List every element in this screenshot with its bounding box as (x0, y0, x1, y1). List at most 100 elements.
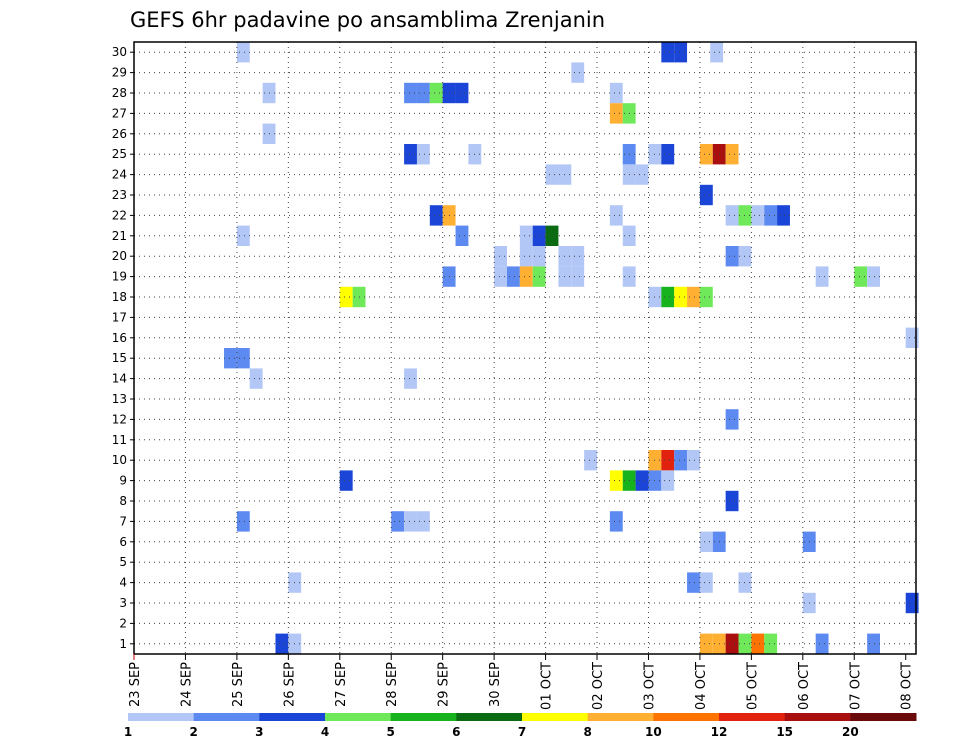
heatmap-cell (815, 633, 829, 654)
x-tick-label: 24 SEP (179, 662, 194, 707)
heatmap-cell (699, 144, 713, 165)
heatmap-cell (236, 42, 250, 63)
heatmap-cell (687, 572, 700, 593)
heatmap-cell (661, 144, 675, 165)
heatmap-cell (519, 225, 533, 246)
y-tick-label: 9 (119, 474, 127, 488)
heatmap-cell (404, 82, 417, 104)
legend-label: 1 (124, 725, 132, 739)
legend-swatch (259, 713, 326, 721)
x-tick-label: 23 SEP (128, 662, 143, 707)
x-tick-label: 28 SEP (385, 662, 400, 707)
y-tick-label: 6 (119, 535, 127, 549)
heatmap-cell (404, 368, 417, 389)
heatmap-cell (674, 450, 688, 471)
heatmap-cell (571, 266, 585, 287)
heatmap-cell (494, 266, 507, 287)
heatmap-cell (519, 246, 533, 267)
y-tick-label: 14 (112, 372, 127, 386)
legend-label: 2 (189, 725, 197, 739)
legend-swatch (522, 713, 589, 721)
x-tick-label: 05 OCT (745, 662, 760, 710)
heatmap-cell (751, 205, 765, 226)
y-tick-label: 30 (112, 45, 127, 59)
legend-swatch (653, 713, 720, 721)
color-legend: 1 2 3 4 5 6 7 8 10 12 15 20 (124, 713, 917, 739)
y-tick-label: 3 (119, 596, 127, 610)
heatmap-cell (815, 266, 829, 287)
x-tick-label: 04 OCT (694, 662, 709, 710)
heatmap-cell (699, 184, 713, 206)
y-tick-label: 7 (119, 514, 127, 528)
legend-swatch (587, 713, 654, 721)
heatmap-cell (609, 103, 623, 124)
heatmap-cell (635, 164, 649, 185)
heatmap-cell (391, 511, 405, 532)
heatmap-cell (609, 205, 623, 226)
heatmap-cell (687, 286, 700, 308)
heatmap-cell (339, 470, 353, 491)
heatmap-cell (404, 511, 417, 532)
y-tick-label: 18 (112, 290, 127, 304)
heatmap-cell (416, 82, 430, 104)
heatmap-cell (429, 205, 443, 226)
legend-label: 8 (583, 725, 591, 739)
heatmap-cell (609, 470, 623, 491)
legend-swatch (390, 713, 457, 721)
y-tick-label: 10 (112, 453, 127, 467)
x-tick-label: 03 OCT (642, 662, 657, 710)
legend-swatch (325, 713, 392, 721)
heatmap-cell (339, 286, 353, 308)
y-tick-label: 2 (119, 616, 127, 630)
x-tick-label: 27 SEP (334, 662, 349, 707)
heatmap-cell (429, 82, 443, 104)
heatmap-cell (661, 42, 675, 63)
heatmap-cell (275, 633, 289, 654)
heatmap-cell (699, 633, 713, 654)
heatmap-cell (519, 266, 533, 287)
y-tick-label: 27 (112, 106, 127, 120)
plot-frame (133, 41, 917, 655)
heatmap-cell (236, 225, 250, 246)
heatmap-cell (777, 205, 790, 226)
y-tick-label: 4 (119, 576, 127, 590)
x-tick-label: 29 SEP (437, 662, 452, 707)
heatmap-cell (609, 511, 623, 532)
y-tick-label: 29 (112, 66, 127, 80)
legend-label: 4 (321, 725, 329, 739)
y-tick-label: 20 (112, 249, 127, 263)
y-tick-label: 22 (112, 208, 127, 222)
y-tick-label: 15 (112, 351, 127, 365)
heatmap-cell (236, 348, 250, 369)
y-tick-label: 17 (112, 310, 127, 324)
x-tick-label: 08 OCT (900, 662, 915, 710)
y-tick-label: 19 (112, 270, 127, 284)
heatmap-cell (725, 409, 739, 430)
x-tick-label: 02 OCT (591, 662, 606, 710)
heatmap-cell (584, 450, 598, 471)
legend-swatch (850, 713, 917, 721)
y-tick-label: 25 (112, 147, 127, 161)
x-tick-label: 25 SEP (231, 662, 246, 707)
heatmap-cell (571, 62, 585, 83)
y-axis-ticks: 1234567891011121314151617181920212223242… (112, 45, 134, 651)
x-axis-ticks: 23 SEP 24 SEP 25 SEP 26 SEP 27 SEP 28 SEP 29 S… (128, 654, 915, 710)
heatmap-cell (699, 572, 713, 593)
y-tick-label: 28 (112, 86, 127, 100)
heatmap-cell (764, 633, 778, 654)
heatmap-cell (249, 368, 263, 389)
y-tick-label: 16 (112, 331, 127, 345)
legend-label: 12 (711, 725, 728, 739)
heatmap-cell (725, 144, 739, 165)
heatmap-cell (545, 225, 559, 246)
legend-label: 3 (255, 725, 263, 739)
heatmap-cell (635, 470, 649, 491)
dotted-grid (134, 42, 916, 654)
heatmap-cell (506, 266, 520, 287)
heatmap-cell (725, 490, 739, 512)
legend-label: 15 (776, 725, 793, 739)
heatmap-cell (661, 470, 675, 491)
heatmap-cell (867, 266, 880, 287)
legend-swatch (719, 713, 786, 721)
